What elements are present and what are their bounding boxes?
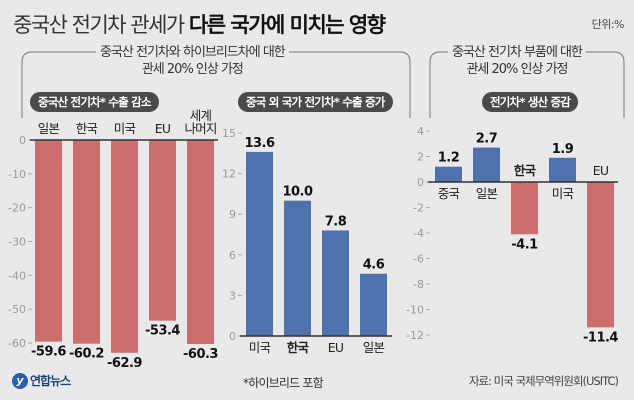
bar [284,200,311,336]
y-tick-label: -10 [406,304,424,317]
y-tick-label: -2 [413,202,424,215]
page-title: 중국산 전기차 관세가 다른 국가에 미치는 영향 [13,9,386,39]
yonhap-logo-text: 연합뉴스 [30,374,71,388]
y-tick-label: -40 [8,269,26,282]
chart-ev-production-change: 4 2 0 -2 -4 -6 -8 -10 -12 1.2 중국 2.7 일본 -4.1 한국 1.9 미국 -1… [406,125,619,345]
category-label: 미국 [114,121,136,136]
bar [435,166,462,182]
bar [187,140,214,345]
bar [322,230,349,336]
category-label: 미국 [249,340,271,355]
value-label: -11.4 [583,330,618,345]
y-tick-label: 12 [222,168,236,181]
value-label: -59.6 [31,345,66,360]
bar [360,273,387,336]
category-label: 나머지 [184,121,216,136]
chart-title-3: 전기차* 생산 증감 [482,92,579,112]
unit-label: 단위:% [591,18,625,31]
value-label: 1.2 [438,151,460,166]
y-tick-label: 0 [19,134,26,147]
category-label: 일본 [38,121,60,136]
y-tick-label: 15 [222,127,236,140]
group-caption-2-line1: 중국산 전기차 부품에 대한 [452,45,583,60]
bar [35,140,62,342]
y-tick-label: -12 [406,329,424,342]
category-label: 미국 [552,186,574,201]
y-tick-label: 3 [229,289,236,302]
bar [111,140,138,353]
value-label: 4.6 [363,258,385,273]
y-tick-label: 0 [417,176,424,189]
y-tick-label: 0 [229,330,236,343]
value-label: -53.4 [145,324,180,339]
y-tick-label: 6 [229,249,236,262]
category-label: 일본 [363,340,385,355]
value-label: -62.9 [107,356,142,371]
value-label: 7.8 [325,214,347,229]
bar [511,182,538,235]
chart-other-ev-exports-increase: 0 3 6 9 12 15 13.6 미국 10.0 한국 7.8 EU 4.6 일본 [222,127,392,355]
y-tick-label: 2 [417,151,424,164]
y-tick-label: 4 [417,125,424,138]
value-label: -4.1 [511,237,538,252]
group-caption-2: 중국산 전기차 부품에 대한 관세 20% 인상 가정 [448,44,586,78]
chart-title-1: 중국산 전기차* 수출 감소 [30,92,159,112]
bar [587,182,614,328]
y-tick-label: -6 [413,253,424,266]
footnote: *하이브리드 포함 [243,376,324,390]
category-label: 세계 [190,108,212,123]
value-label: 1.9 [552,142,574,157]
category-label: 한국 [514,163,537,178]
category-label: 일본 [476,186,498,201]
bar [549,157,576,182]
yonhap-logo-icon: y [12,372,28,389]
y-tick-label: -30 [8,236,26,249]
group-caption-2-line2: 관세 20% 인상 가정 [466,62,568,77]
category-label: 한국 [287,340,310,355]
value-label: -60.3 [183,347,218,362]
source-note: 자료: 미국 국제무역위원회(USITC) [468,374,619,388]
yonhap-logo: y 연합뉴스 [12,372,71,389]
bar [246,151,273,336]
y-tick-label: -50 [8,303,26,316]
category-label: 한국 [76,121,98,136]
y-tick-label: -20 [8,202,26,215]
title-bold: 다른 국가에 미치는 영향 [188,13,386,37]
y-tick-label: -60 [8,337,26,350]
chart-china-ev-exports-decrease: 0 -10 -20 -30 -40 -50 -60 -59.6 일본 -60.2 한국 -62.9 미국… [8,108,219,371]
y-tick-label: -10 [8,168,26,181]
category-label: EU [593,163,609,178]
group-caption-1-line2: 관세 20% 인상 가정 [141,62,244,77]
category-label: EU [155,121,171,136]
chart-title-2: 중국 외 국가 전기차* 수출 증가 [238,92,393,112]
group-caption-1: 중국산 전기차와 하이브리드차에 대한 관세 20% 인상 가정 [96,44,289,78]
y-tick-label: -4 [413,227,424,240]
value-label: 10.0 [282,185,313,200]
bar [73,140,100,344]
bar [473,147,500,182]
y-tick-label: 9 [229,208,236,221]
group-caption-1-line1: 중국산 전기차와 하이브리드차에 대한 [100,45,286,60]
value-label: -60.2 [69,347,104,362]
category-label: EU [328,340,344,355]
title-light: 중국산 전기차 관세가 [13,13,185,37]
bar [149,140,176,321]
value-label: 2.7 [476,132,498,147]
value-label: 13.6 [244,136,275,151]
y-tick-label: -8 [413,278,424,291]
category-label: 중국 [438,186,460,201]
